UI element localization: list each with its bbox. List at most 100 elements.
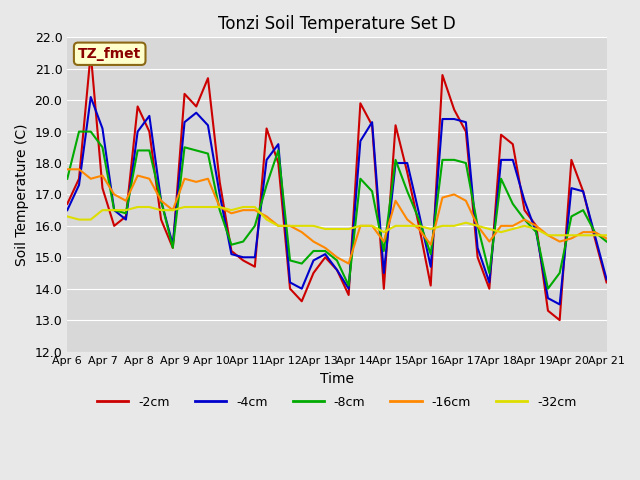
-16cm <box>286 223 294 229</box>
-8cm <box>75 129 83 134</box>
-8cm <box>99 144 106 150</box>
-16cm <box>356 223 364 229</box>
-2cm <box>310 270 317 276</box>
-4cm <box>345 286 353 291</box>
-32cm <box>122 207 130 213</box>
-8cm <box>427 251 435 257</box>
-2cm <box>509 141 516 147</box>
-8cm <box>603 239 611 244</box>
-8cm <box>169 245 177 251</box>
-4cm <box>239 254 247 260</box>
-16cm <box>87 176 95 181</box>
-2cm <box>286 286 294 291</box>
-8cm <box>521 216 529 222</box>
-16cm <box>568 236 575 241</box>
-32cm <box>286 223 294 229</box>
-8cm <box>368 189 376 194</box>
-32cm <box>63 214 71 219</box>
-16cm <box>263 214 271 219</box>
-16cm <box>509 223 516 229</box>
-2cm <box>333 267 340 273</box>
-32cm <box>216 204 223 210</box>
-2cm <box>239 258 247 264</box>
-16cm <box>497 223 505 229</box>
-32cm <box>462 220 470 226</box>
-32cm <box>275 223 282 229</box>
-32cm <box>392 223 399 229</box>
-4cm <box>157 198 165 204</box>
-8cm <box>486 270 493 276</box>
-2cm <box>63 201 71 207</box>
-16cm <box>451 192 458 197</box>
-16cm <box>321 245 329 251</box>
-8cm <box>591 229 598 235</box>
-2cm <box>356 100 364 106</box>
-4cm <box>122 216 130 222</box>
-8cm <box>321 248 329 254</box>
-16cm <box>193 179 200 185</box>
-2cm <box>591 236 598 241</box>
-4cm <box>438 116 446 122</box>
-32cm <box>251 204 259 210</box>
-16cm <box>415 226 423 232</box>
-2cm <box>427 283 435 288</box>
-32cm <box>579 232 587 238</box>
-4cm <box>368 120 376 125</box>
-32cm <box>310 223 317 229</box>
Line: -16cm: -16cm <box>67 169 607 264</box>
-32cm <box>134 204 141 210</box>
-8cm <box>451 157 458 163</box>
-32cm <box>591 232 598 238</box>
-16cm <box>99 173 106 179</box>
-4cm <box>451 116 458 122</box>
-16cm <box>380 239 388 244</box>
-32cm <box>180 204 188 210</box>
-2cm <box>345 292 353 298</box>
-2cm <box>497 132 505 138</box>
-32cm <box>568 232 575 238</box>
-4cm <box>415 210 423 216</box>
-4cm <box>603 276 611 282</box>
-4cm <box>380 270 388 276</box>
-2cm <box>368 122 376 128</box>
-8cm <box>145 147 153 153</box>
-16cm <box>438 195 446 201</box>
-4cm <box>521 198 529 204</box>
-2cm <box>438 72 446 78</box>
-16cm <box>145 176 153 181</box>
-4cm <box>275 141 282 147</box>
-2cm <box>380 286 388 291</box>
-4cm <box>568 185 575 191</box>
-2cm <box>157 216 165 222</box>
-32cm <box>193 204 200 210</box>
-32cm <box>427 226 435 232</box>
-16cm <box>204 176 212 181</box>
Line: -2cm: -2cm <box>67 53 607 320</box>
-2cm <box>556 317 563 323</box>
-16cm <box>75 167 83 172</box>
-4cm <box>193 110 200 116</box>
-8cm <box>134 147 141 153</box>
-8cm <box>544 286 552 291</box>
-32cm <box>544 232 552 238</box>
-2cm <box>169 245 177 251</box>
-32cm <box>110 207 118 213</box>
-4cm <box>392 160 399 166</box>
-2cm <box>122 214 130 219</box>
-2cm <box>474 254 481 260</box>
-32cm <box>239 204 247 210</box>
-32cm <box>438 223 446 229</box>
-4cm <box>509 157 516 163</box>
-4cm <box>356 138 364 144</box>
-32cm <box>99 207 106 213</box>
-2cm <box>579 189 587 194</box>
-4cm <box>110 207 118 213</box>
-8cm <box>110 207 118 213</box>
-2cm <box>532 223 540 229</box>
-16cm <box>544 232 552 238</box>
-32cm <box>228 207 236 213</box>
-16cm <box>392 198 399 204</box>
-32cm <box>345 226 353 232</box>
-16cm <box>603 236 611 241</box>
-2cm <box>134 104 141 109</box>
